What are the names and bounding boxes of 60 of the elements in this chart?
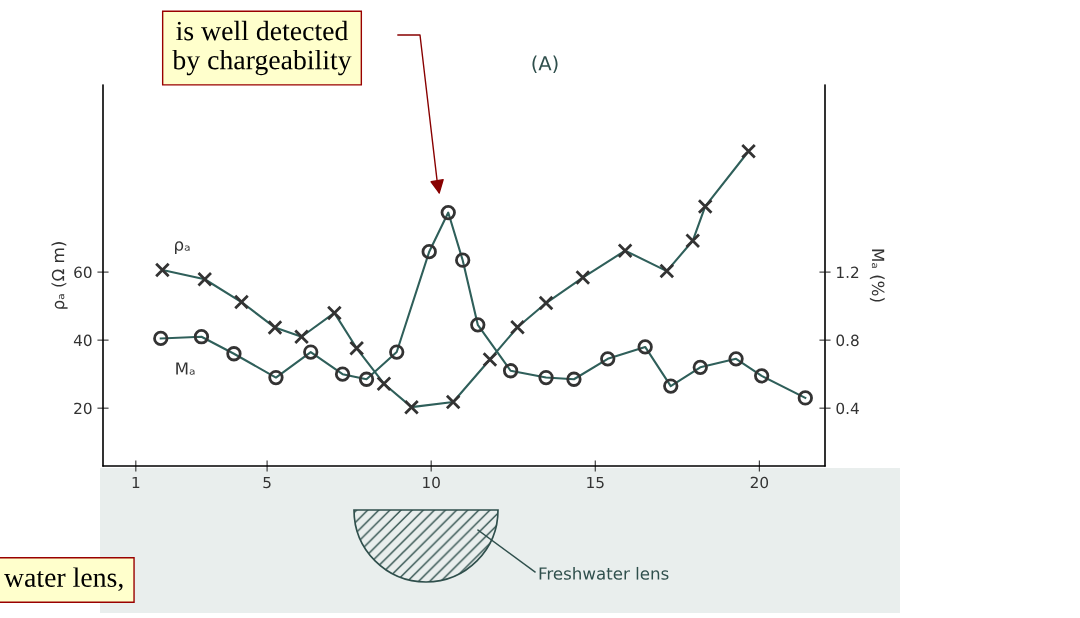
chart-title: (A) bbox=[532, 55, 558, 73]
point bbox=[154, 262, 171, 278]
point bbox=[153, 330, 169, 347]
point bbox=[358, 371, 375, 387]
point bbox=[226, 346, 242, 362]
point bbox=[349, 340, 365, 356]
point bbox=[637, 339, 653, 355]
point bbox=[697, 198, 713, 215]
y2-tick-label: 0.8 bbox=[836, 334, 859, 347]
point bbox=[685, 233, 701, 249]
point bbox=[470, 317, 486, 333]
point bbox=[334, 366, 351, 382]
point bbox=[728, 351, 744, 367]
point bbox=[440, 204, 456, 221]
x-tick-label: 20 bbox=[750, 476, 769, 489]
point bbox=[482, 351, 498, 368]
y-tick-label: 60 bbox=[74, 266, 92, 279]
y-axis-title: ρₐ (Ω m) bbox=[51, 242, 68, 309]
y2-tick-label: 0.4 bbox=[836, 402, 859, 415]
point bbox=[193, 329, 210, 345]
y-tick-label: 20 bbox=[74, 402, 92, 415]
point bbox=[538, 295, 554, 311]
point bbox=[303, 344, 319, 360]
point bbox=[566, 371, 582, 387]
point bbox=[421, 244, 437, 260]
point bbox=[326, 305, 343, 321]
y2-tick-label: 1.2 bbox=[837, 266, 859, 278]
x-tick-label: 5 bbox=[263, 476, 271, 489]
point bbox=[740, 143, 757, 159]
point bbox=[455, 252, 471, 268]
series-label: Mₐ bbox=[176, 362, 195, 375]
y-tick-label: 40 bbox=[73, 334, 92, 347]
point bbox=[797, 390, 813, 406]
point bbox=[445, 394, 461, 410]
point bbox=[502, 363, 519, 379]
series-label: ρₐ bbox=[175, 241, 190, 255]
point bbox=[197, 271, 213, 287]
point bbox=[233, 294, 250, 310]
point bbox=[575, 269, 591, 286]
x-tick-label: 15 bbox=[587, 476, 604, 489]
point bbox=[600, 351, 616, 367]
point bbox=[754, 368, 770, 384]
point bbox=[403, 399, 420, 415]
text: water lens, bbox=[4, 567, 123, 591]
point bbox=[617, 243, 633, 259]
point bbox=[389, 344, 405, 360]
x-tick-label: 10 bbox=[423, 476, 440, 489]
point bbox=[692, 359, 708, 375]
point bbox=[538, 369, 554, 386]
text: is well detected by chargeability bbox=[172, 20, 352, 76]
point bbox=[663, 378, 679, 394]
y2-axis-title: Mₐ (%) bbox=[869, 249, 885, 302]
point bbox=[376, 376, 392, 392]
text: Freshwater lens bbox=[539, 566, 669, 580]
point bbox=[509, 319, 526, 335]
point bbox=[659, 263, 675, 279]
point bbox=[293, 329, 310, 345]
point bbox=[267, 319, 283, 336]
x-tick-label: 1 bbox=[132, 476, 140, 489]
point bbox=[268, 369, 284, 386]
